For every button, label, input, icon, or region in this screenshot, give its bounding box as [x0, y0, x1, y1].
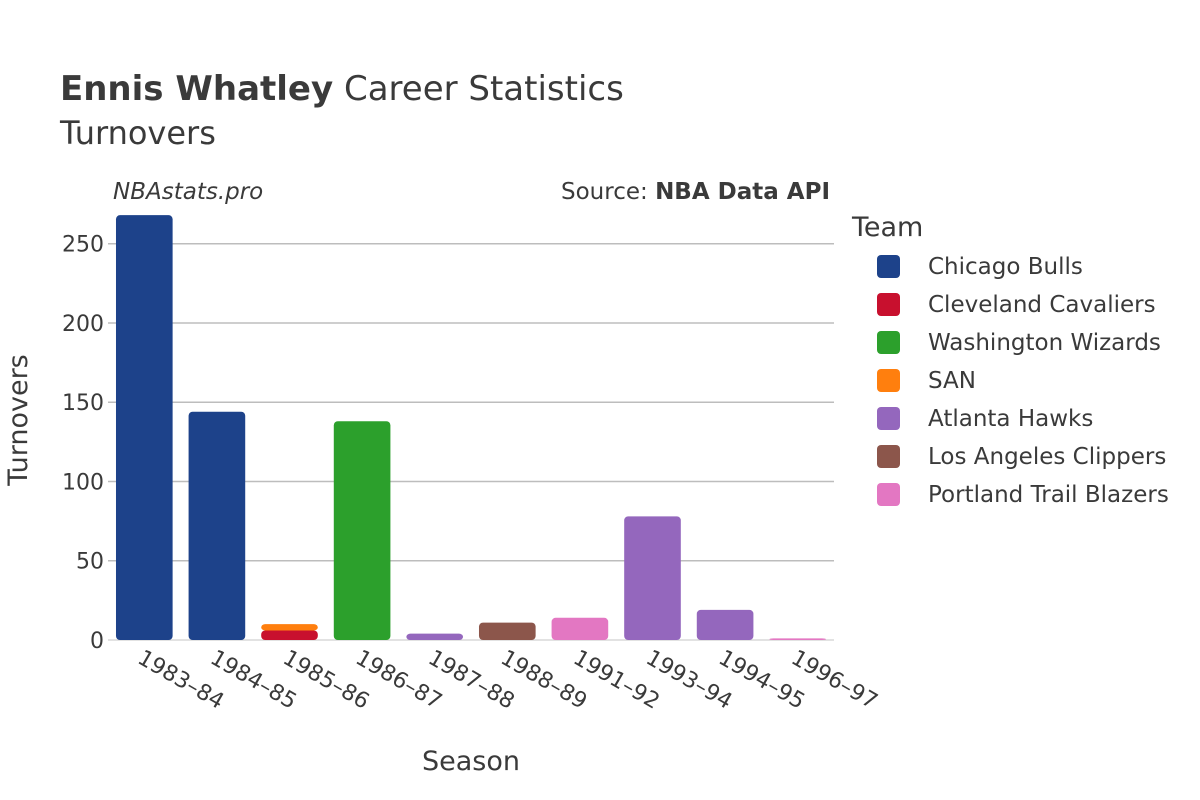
- chart-subtitle: Turnovers: [59, 114, 216, 152]
- legend-swatch: [877, 369, 900, 392]
- x-axis-ticks: 1983–841984–851985–861986–871987–881988–…: [133, 646, 881, 715]
- bar-1988–89-los-angeles-clippers: [478, 622, 536, 640]
- chart-title-player: Ennis Whatley: [60, 69, 333, 109]
- legend-swatch: [877, 483, 900, 506]
- legend-label: Chicago Bulls: [928, 254, 1083, 280]
- legend-swatch: [877, 255, 900, 278]
- legend-label: Cleveland Cavaliers: [928, 292, 1156, 318]
- chart-title-rest: Career Statistics: [333, 69, 624, 109]
- y-tick-label: 200: [62, 312, 104, 337]
- bar-1985–86-san: [261, 624, 318, 631]
- legend-swatch: [877, 293, 900, 316]
- bar-1991–92-portland-trail-blazers: [551, 617, 609, 640]
- y-tick-label: 150: [62, 391, 104, 416]
- bar-1986–87-washington-wizards: [333, 421, 391, 640]
- y-tick-label: 250: [62, 233, 104, 258]
- y-axis-label: Turnovers: [3, 354, 34, 487]
- legend-swatch: [877, 445, 900, 468]
- bar-1985–86-cleveland-cavaliers: [261, 630, 318, 640]
- y-axis-ticks: 0 50 100 150 200 250: [62, 233, 104, 654]
- bar-1993–94-atlanta-hawks: [624, 516, 681, 640]
- legend-swatch: [877, 407, 900, 430]
- legend-label: Portland Trail Blazers: [928, 482, 1169, 508]
- bar-1996–97-portland-trail-blazers: [769, 638, 827, 640]
- legend: Team Chicago Bulls Cleveland Cavaliers Was…: [851, 212, 1169, 508]
- legend-label: SAN: [928, 368, 976, 394]
- bar-1983–84-chicago-bulls: [115, 215, 173, 641]
- source-label: Source: NBA Data API: [561, 179, 830, 205]
- source-name: NBA Data API: [655, 179, 830, 205]
- watermark: NBAstats.pro: [113, 179, 263, 205]
- legend-label: Los Angeles Clippers: [928, 444, 1166, 470]
- x-axis-label: Season: [422, 746, 520, 777]
- legend-swatch: [877, 331, 900, 354]
- bar-1994–95-atlanta-hawks: [696, 609, 754, 640]
- bar-1987–88-atlanta-hawks: [406, 633, 464, 640]
- y-tick-label: 50: [76, 550, 104, 575]
- legend-label: Atlanta Hawks: [928, 406, 1093, 432]
- y-tick-label: 0: [90, 629, 104, 654]
- source-prefix: Source:: [561, 179, 655, 205]
- bars: [115, 215, 827, 641]
- legend-title: Team: [851, 212, 923, 243]
- legend-label: Washington Wizards: [928, 330, 1161, 356]
- bar-1984–85-chicago-bulls: [188, 411, 246, 640]
- chart-title: Ennis Whatley Career Statistics: [60, 69, 624, 109]
- y-tick-label: 100: [62, 470, 104, 495]
